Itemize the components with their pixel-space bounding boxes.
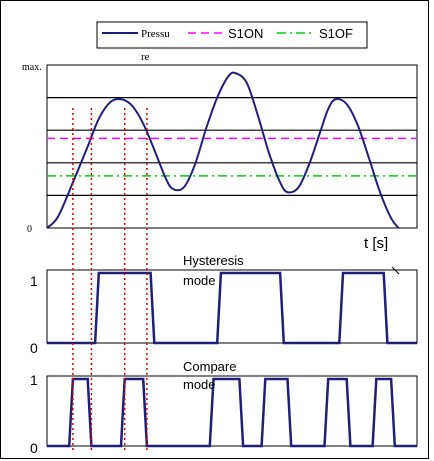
hysteresis-y-tick-1: 1 xyxy=(30,273,38,289)
legend-box xyxy=(96,21,368,49)
legend-pressure-label-line1: Pressu xyxy=(141,28,170,40)
legend-pressure-label-line2: re xyxy=(141,51,150,63)
pressure-x-axis-label: t [s] xyxy=(364,235,388,252)
pressure-y-zero-label: 0 xyxy=(27,224,32,235)
hysteresis-plot-frame xyxy=(46,269,418,344)
pressure-chart: max. 0 t [s] xyxy=(22,62,418,252)
pressure-y-max-label: max. xyxy=(22,62,42,73)
hysteresis-series-line xyxy=(47,271,417,345)
legend: Pressu re S1ON S1OF xyxy=(96,21,368,63)
pressure-plot-frame xyxy=(46,64,418,229)
hysteresis-title-line2: mode xyxy=(183,273,216,288)
legend-s1on-label: S1ON xyxy=(228,26,263,41)
switching-point-markers xyxy=(72,108,148,450)
compare-y-tick-1: 1 xyxy=(30,372,38,388)
compare-y-tick-0: 0 xyxy=(30,440,38,456)
legend-s1of-label: S1OF xyxy=(319,26,353,41)
pressure-gridlines xyxy=(47,96,417,196)
compare-title-line2: mode xyxy=(183,377,216,392)
compare-plot-frame xyxy=(46,375,418,447)
compare-title-line1: Compare xyxy=(183,359,236,374)
compare-series-line xyxy=(47,377,417,448)
axis-label-tick xyxy=(391,266,400,275)
hysteresis-y-tick-0: 0 xyxy=(30,340,38,356)
compare-chart: Compare mode 1 0 xyxy=(30,359,418,456)
pressure-series-line xyxy=(46,71,400,229)
hysteresis-chart: Hysteresis mode 1 0 xyxy=(30,253,418,356)
hysteresis-title-line1: Hysteresis xyxy=(183,253,244,268)
